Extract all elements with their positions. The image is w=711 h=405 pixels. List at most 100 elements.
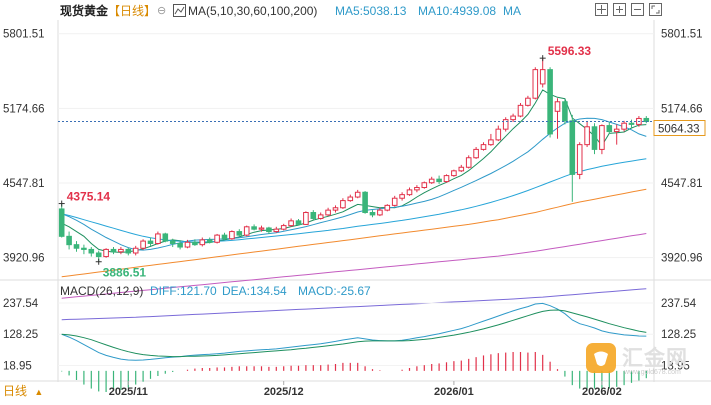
candle-body (162, 233, 169, 242)
candle-body (229, 231, 235, 240)
candle-body (147, 240, 154, 244)
candle-body (347, 196, 354, 202)
candle-body (488, 139, 494, 146)
x-tick-label: 2026/01 (434, 386, 474, 398)
candle-body (266, 227, 272, 233)
candle-body (465, 157, 472, 168)
y-axis: 5801.51 5801.51 5174.66 5174.66 4547.81 4547.… (3, 29, 703, 265)
x-axis: 2025/11 2025/12 2026/01 2026/02 (109, 381, 622, 398)
candle-body (443, 175, 450, 183)
price-tick-left: 5801.51 (3, 29, 45, 41)
candle-body (73, 244, 80, 249)
candle-body (325, 209, 331, 216)
candle-body (125, 248, 132, 254)
period-selector-label: 日线 (3, 384, 28, 398)
candle-body (332, 207, 339, 211)
gold678-logo: 汇金网 www.gold678.com (584, 342, 708, 382)
price-tick-right: 5174.66 (661, 103, 703, 115)
macd-tick-left: 18.95 (3, 360, 32, 372)
candle-body (310, 212, 317, 219)
macd-tick-left: 237.54 (3, 298, 39, 310)
candle-body (66, 235, 72, 246)
candle-body (110, 248, 117, 253)
candle-body (354, 191, 361, 198)
ma-line-ma200 (61, 288, 647, 321)
candle-body (273, 228, 280, 233)
price-tick-right: 3920.96 (661, 253, 703, 265)
candle-body (251, 226, 257, 230)
macd-tick-right: 237.54 (661, 298, 697, 310)
candle-body (58, 208, 65, 237)
ma-more: MA (503, 4, 521, 18)
candle-body (436, 178, 442, 183)
x-tick-label: 2025/12 (264, 386, 304, 398)
candles (58, 58, 650, 262)
candle-body (421, 182, 428, 189)
candle-body (236, 231, 243, 236)
logo-url: www.gold678.com (624, 369, 681, 376)
price-tick-right: 4547.81 (661, 178, 703, 190)
macd-dea-value: DEA:134.54 (222, 284, 287, 298)
grid (0, 20, 711, 382)
candle-body (118, 248, 124, 253)
candle-body (288, 220, 294, 227)
macd-hist-value: MACD:-25.67 (298, 284, 371, 298)
candle-body (428, 178, 435, 184)
macd-diff-line (61, 302, 647, 361)
last-price-label: 5064.33 (658, 124, 700, 136)
candle-body (258, 227, 265, 230)
candle-body (280, 225, 287, 230)
candle-body (214, 234, 220, 243)
macd-tick-right: 128.25 (661, 329, 696, 341)
candle-body (340, 200, 346, 209)
candle-body (606, 125, 613, 133)
candle-body (369, 212, 376, 216)
candle-body (495, 128, 502, 141)
candle-body (377, 209, 383, 216)
chevron-up-icon: ▲ (34, 387, 44, 397)
candle-body (621, 122, 627, 130)
candle-body (562, 101, 568, 122)
price-tick-left: 4547.81 (3, 178, 45, 190)
candle-body (599, 125, 605, 150)
candle-body (451, 170, 457, 177)
period-selector[interactable]: 日线 ▲ (0, 382, 58, 400)
ma-line-ma30 (61, 158, 647, 243)
settings-icon[interactable]: ⊖ (157, 5, 167, 17)
candle-body (317, 214, 324, 219)
macd-tick-left: 128.25 (3, 329, 38, 341)
candle-body (81, 247, 87, 250)
ma-toggle[interactable] (173, 3, 186, 19)
candle-body (569, 120, 576, 175)
fullscreen-icon[interactable] (648, 2, 663, 17)
macd-diff-value: DIFF:121.70 (150, 284, 217, 298)
annotation-low-label: 3886.51 (103, 266, 147, 280)
price-tick-left: 5174.66 (3, 103, 45, 115)
macd-panel: 237.54 237.54 128.25 128.25 18.95 18.95 (3, 298, 697, 392)
crosshair-icon[interactable] (594, 2, 609, 17)
candle-body (177, 242, 183, 248)
x-tick-label: 2025/11 (109, 386, 148, 398)
ma10-value: MA10:4939.08 (418, 4, 497, 18)
period-label[interactable]: 【日线】 (108, 4, 157, 18)
price-tick-right: 5801.51 (661, 29, 703, 41)
annotation-high-label: 4375.14 (67, 190, 111, 204)
ma5-value: MA5:5038.13 (335, 4, 407, 18)
macd-dea-line (61, 309, 647, 358)
candle-body (199, 239, 206, 246)
candle-body (184, 241, 191, 248)
zoom-in-icon[interactable] (612, 2, 627, 17)
candle-body (539, 69, 546, 85)
candle-body (473, 148, 479, 159)
candle-body (132, 247, 139, 254)
candle-body (554, 101, 561, 112)
candle-body (95, 252, 102, 258)
ma-chart-icon (173, 4, 186, 17)
zoom-out-icon[interactable] (630, 2, 645, 17)
candle-body (517, 104, 524, 117)
candle-body (576, 144, 583, 175)
candle-body (169, 240, 176, 244)
annotations: 5064.33 5596.33 4375.14 3886.51 (58, 44, 706, 280)
candle-body (391, 197, 398, 206)
